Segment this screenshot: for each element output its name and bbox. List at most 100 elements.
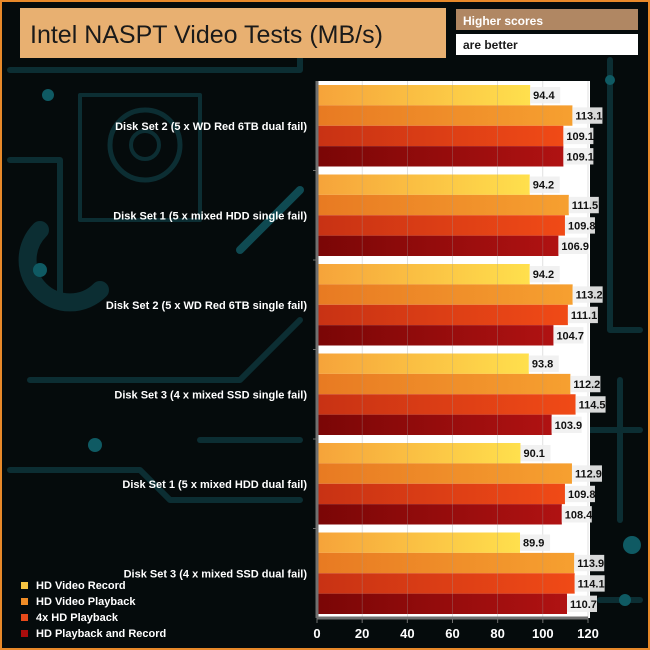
category-label: Disk Set 2 (5 x WD Red 6TB single fail) bbox=[106, 300, 307, 312]
value-label: 111.1 bbox=[571, 310, 597, 322]
value-label-bg bbox=[568, 196, 599, 214]
value-label: 89.9 bbox=[523, 538, 544, 550]
value-label: 110.7 bbox=[570, 599, 597, 611]
value-label: 94.2 bbox=[533, 269, 554, 281]
circuit-decoration bbox=[7, 37, 643, 603]
legend-swatch bbox=[21, 614, 28, 621]
value-label-bg bbox=[520, 534, 551, 551]
value-label: 113.1 bbox=[575, 111, 602, 123]
bar bbox=[317, 125, 564, 147]
value-label-bg bbox=[563, 127, 594, 145]
value-label-bg bbox=[574, 575, 605, 592]
value-label: 109.1 bbox=[566, 131, 594, 143]
category-label: Disk Set 1 (5 x mixed HDD dual fail) bbox=[122, 479, 307, 491]
bar bbox=[317, 573, 575, 594]
value-label-bg bbox=[558, 237, 589, 254]
value-label-bg bbox=[566, 595, 597, 612]
title-box bbox=[20, 8, 446, 58]
bar bbox=[317, 394, 576, 415]
value-label: 103.9 bbox=[555, 420, 583, 432]
x-tick-label: 40 bbox=[400, 626, 414, 641]
value-label-bg bbox=[572, 107, 603, 124]
value-label: 112.2 bbox=[573, 379, 600, 391]
value-label: 94.2 bbox=[533, 180, 554, 192]
value-label: 90.1 bbox=[523, 448, 544, 460]
bar bbox=[317, 146, 564, 167]
value-label: 109.8 bbox=[568, 220, 596, 232]
value-label: 113.9 bbox=[577, 558, 604, 570]
bar bbox=[317, 235, 559, 256]
bar bbox=[317, 504, 562, 525]
value-label-bg bbox=[561, 506, 592, 523]
x-tick-label: 120 bbox=[577, 626, 599, 641]
bar bbox=[317, 215, 565, 236]
bar bbox=[317, 552, 575, 574]
value-label: 106.9 bbox=[561, 241, 589, 253]
bar bbox=[317, 373, 571, 395]
note-box-top bbox=[456, 9, 638, 30]
bar bbox=[317, 85, 531, 106]
value-label-bg bbox=[529, 176, 560, 193]
x-tick-label: 60 bbox=[445, 626, 459, 641]
value-label-bg bbox=[564, 485, 595, 503]
value-label-bg bbox=[574, 554, 605, 572]
value-labels-group: 94.4 113.1 109.1 109.1 94.2 111.5 109.8 106.9 94… bbox=[520, 87, 606, 612]
plot-area bbox=[317, 81, 590, 618]
value-label: 108.4 bbox=[565, 509, 593, 521]
value-label-bg bbox=[563, 148, 594, 165]
bar bbox=[317, 414, 552, 435]
bar bbox=[317, 105, 573, 126]
x-tick-label: 100 bbox=[532, 626, 554, 641]
chart-title: Intel NASPT Video Tests (MB/s) bbox=[30, 21, 383, 49]
value-label-bg bbox=[529, 266, 560, 283]
value-label-bg bbox=[528, 355, 559, 372]
grid-group bbox=[361, 81, 589, 618]
value-label-bg bbox=[567, 306, 598, 324]
category-label: Disk Set 3 (4 x mixed SSD dual fail) bbox=[124, 568, 308, 580]
bar bbox=[317, 264, 530, 285]
legend-label: 4x HD Playback bbox=[36, 612, 119, 624]
bar bbox=[317, 304, 568, 326]
legend-swatch bbox=[21, 598, 28, 605]
value-label: 111.5 bbox=[572, 200, 598, 212]
bar bbox=[317, 325, 554, 346]
legend-label: HD Video Record bbox=[36, 580, 126, 592]
value-label: 94.4 bbox=[533, 90, 555, 102]
value-label-bg bbox=[570, 375, 601, 393]
value-label-bg bbox=[530, 87, 561, 104]
value-label-bg bbox=[564, 217, 595, 234]
bar bbox=[317, 284, 573, 305]
x-axis: 0 20 40 60 80 100 120 bbox=[313, 81, 599, 641]
value-label: 113.2 bbox=[576, 290, 603, 302]
value-label: 114.1 bbox=[578, 578, 605, 590]
value-label-bg bbox=[571, 465, 602, 482]
note-line-1: Higher scores bbox=[463, 14, 543, 28]
legend-label: HD Playback and Record bbox=[36, 628, 166, 640]
legend: HD Video Record HD Video Playback 4x HD Pl… bbox=[21, 580, 166, 640]
bar bbox=[317, 194, 569, 216]
value-label-bg bbox=[520, 445, 551, 462]
note-line-2: are better bbox=[463, 38, 518, 52]
value-label: 112.9 bbox=[575, 469, 602, 481]
value-label: 93.8 bbox=[532, 359, 553, 371]
bar bbox=[317, 463, 572, 484]
value-label-bg bbox=[551, 416, 582, 433]
legend-swatch bbox=[21, 630, 28, 637]
value-label: 109.1 bbox=[566, 151, 594, 163]
x-tick-label: 80 bbox=[490, 626, 504, 641]
category-label: Disk Set 1 (5 x mixed HDD single fail) bbox=[113, 210, 307, 222]
bar bbox=[317, 532, 521, 553]
category-label: Disk Set 2 (5 x WD Red 6TB dual fail) bbox=[115, 121, 307, 133]
x-tick-label: 20 bbox=[355, 626, 369, 641]
bar bbox=[317, 593, 567, 614]
value-label: 114.5 bbox=[579, 399, 606, 411]
x-tick-label: 0 bbox=[313, 626, 320, 641]
bar bbox=[317, 353, 529, 374]
bars-group bbox=[317, 85, 576, 614]
bar bbox=[317, 443, 521, 464]
category-label: Disk Set 3 (4 x mixed SSD single fail) bbox=[114, 389, 307, 401]
value-label-bg bbox=[575, 396, 606, 413]
value-label: 104.7 bbox=[556, 330, 584, 342]
